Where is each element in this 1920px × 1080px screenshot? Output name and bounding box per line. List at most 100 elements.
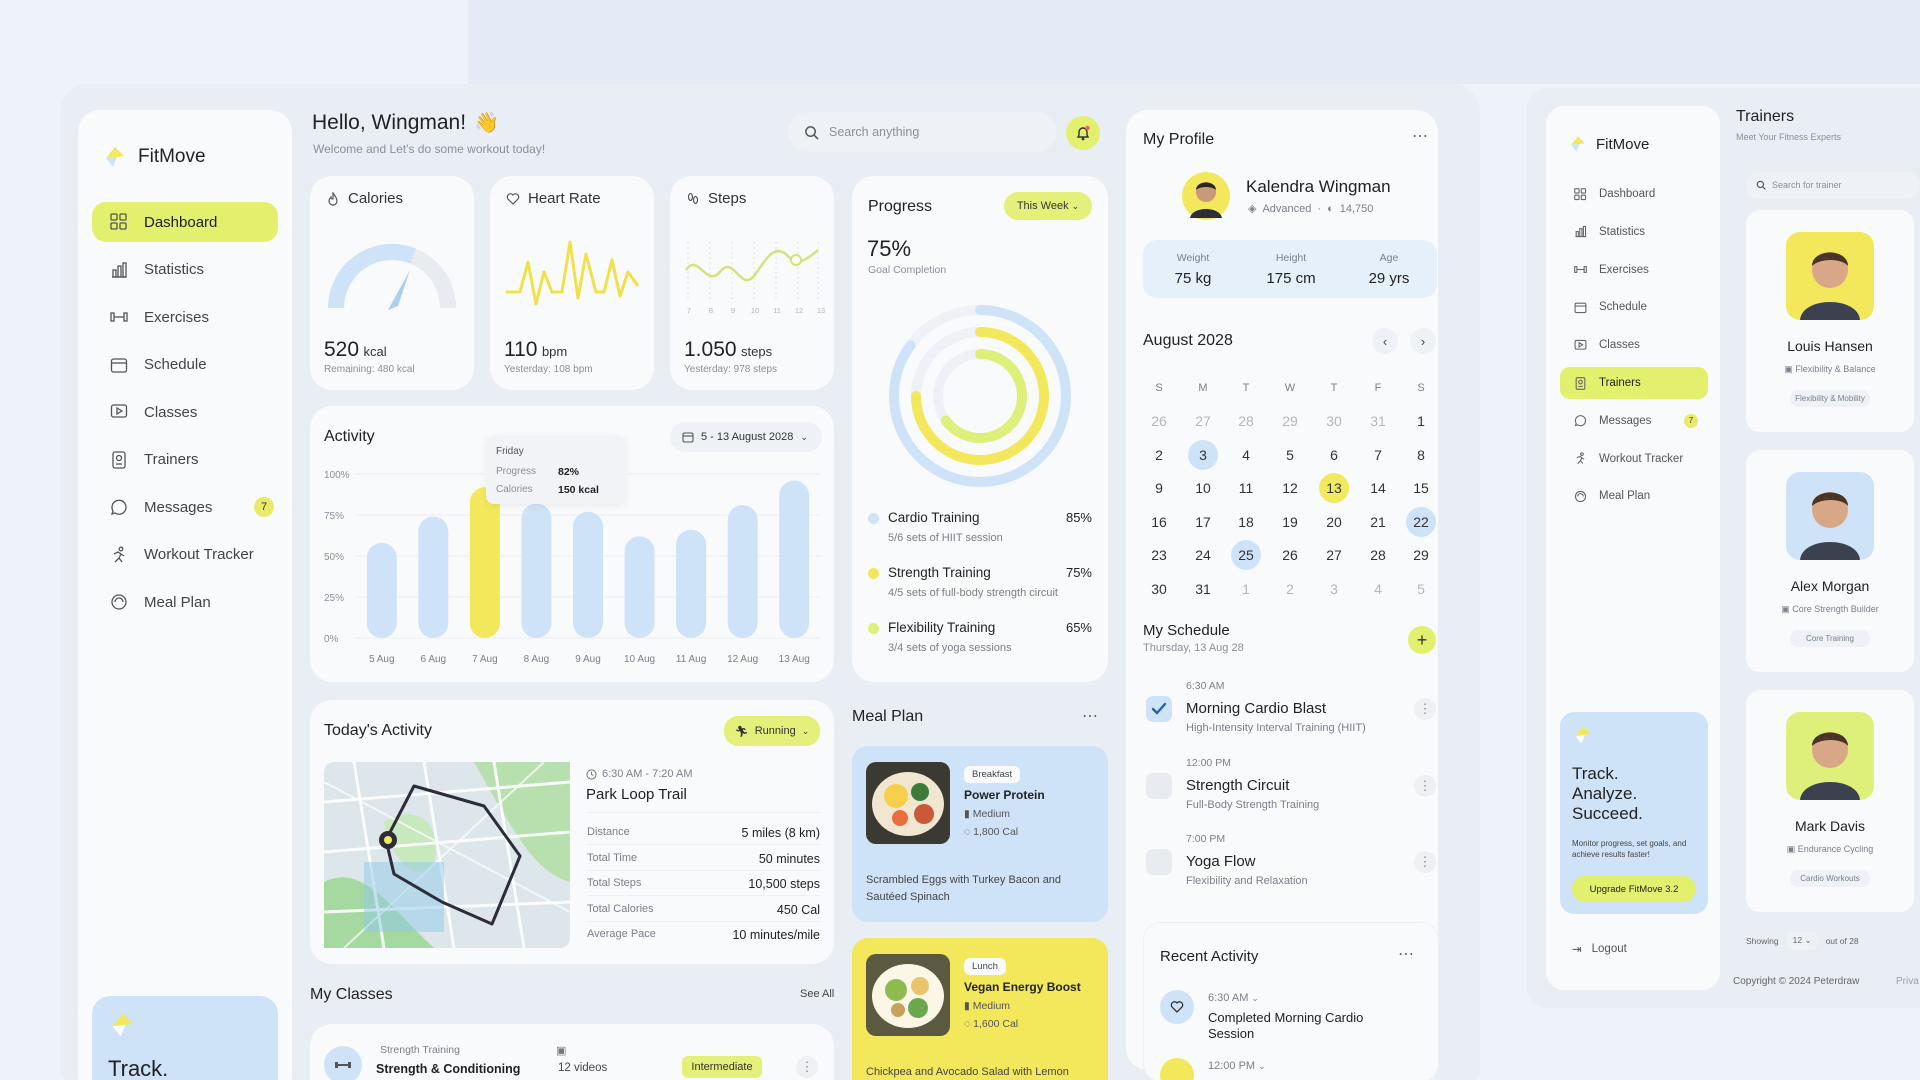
mini-sidebar-item-trainers[interactable]: Trainers (1560, 367, 1708, 399)
schedule-more-button[interactable]: ⋮ (1414, 774, 1436, 797)
trainer-search-input[interactable]: Search for trainer (1772, 180, 1842, 190)
sidebar-item-dashboard[interactable]: Dashboard (92, 202, 278, 242)
activity-bar[interactable] (418, 516, 449, 638)
schedule-more-button[interactable]: ⋮ (1414, 851, 1436, 873)
sidebar-item-exercises[interactable]: Exercises (92, 297, 278, 337)
sidebar-item-schedule[interactable]: Schedule (92, 345, 278, 385)
calendar-day[interactable]: 6 (1330, 446, 1338, 463)
calendar-day[interactable]: 30 (1326, 413, 1342, 429)
profile-avatar[interactable] (1182, 172, 1230, 220)
calendar-day[interactable]: 10 (1195, 480, 1211, 496)
activity-bar[interactable] (366, 542, 397, 638)
calendar-day[interactable]: 20 (1326, 513, 1342, 530)
calendar-day[interactable]: 3 (1330, 580, 1338, 597)
activity-bar[interactable] (727, 505, 758, 638)
calendar-day[interactable]: 28 (1238, 413, 1254, 429)
activity-bar[interactable] (469, 487, 500, 638)
calendar-day[interactable]: 27 (1326, 547, 1342, 563)
trainer-search[interactable]: Search for trainer (1746, 172, 1920, 198)
mini-brand-logo[interactable]: FitMove (1568, 134, 1649, 154)
calendar-day[interactable]: 2 (1155, 446, 1163, 463)
logout-button[interactable]: ⇥ Logout (1572, 943, 1627, 956)
route-map[interactable] (324, 762, 570, 948)
activity-bar[interactable] (779, 480, 810, 638)
calendar-day[interactable]: 12 (1282, 480, 1298, 496)
calendar-day[interactable]: 1 (1417, 413, 1425, 429)
calendar-day[interactable]: 26 (1282, 547, 1298, 563)
schedule-checkbox[interactable] (1146, 772, 1172, 799)
calendar-day[interactable]: 4 (1242, 446, 1250, 463)
calendar-day[interactable]: 19 (1282, 513, 1298, 530)
sidebar-item-workout-tracker[interactable]: Workout Tracker (92, 535, 278, 575)
calendar-day[interactable]: 5 (1417, 580, 1425, 597)
mini-sidebar-item-exercises[interactable]: Exercises (1560, 254, 1708, 286)
calendar-day[interactable]: 15 (1413, 480, 1429, 496)
trainer-card[interactable]: Mark Davis ▣ Endurance Cycling Cardio Work… (1746, 690, 1914, 912)
mini-sidebar-item-messages[interactable]: Messages 7 (1560, 405, 1708, 437)
calendar-day[interactable]: 13 (1319, 473, 1349, 503)
calendar-day[interactable]: 18 (1238, 513, 1254, 530)
upgrade-button[interactable]: Upgrade FitMove 3.2 (1572, 876, 1696, 902)
calendar-day[interactable]: 2 (1286, 580, 1294, 597)
sidebar-item-trainers[interactable]: Trainers (92, 440, 278, 480)
search-bar[interactable]: Search anything (788, 112, 1056, 152)
calendar-day[interactable]: 26 (1151, 413, 1167, 429)
calendar-day[interactable]: 29 (1413, 547, 1429, 563)
activity-bar[interactable] (624, 536, 655, 638)
steps-card[interactable] (670, 176, 834, 390)
calendar-day[interactable]: 22 (1406, 506, 1436, 537)
sidebar-item-statistics[interactable]: Statistics (92, 250, 278, 290)
meal-card-lunch[interactable]: Lunch Vegan Energy Boost ▮ Medium ◌ 1,60… (852, 938, 1108, 1080)
sidebar-item-messages[interactable]: Messages 7 (92, 487, 278, 527)
notification-button[interactable] (1066, 116, 1100, 150)
activity-bar[interactable] (573, 511, 603, 638)
calendar-day[interactable]: 5 (1286, 446, 1294, 463)
search-input[interactable]: Search anything (829, 125, 920, 139)
calendar-day[interactable]: 11 (1238, 480, 1254, 496)
trainer-card[interactable]: Louis Hansen ▣ Flexibility & Balance Flexi… (1746, 210, 1914, 432)
calendar-day[interactable]: 7 (1374, 446, 1382, 463)
mini-sidebar-item-schedule[interactable]: Schedule (1560, 291, 1708, 323)
profile-more-button[interactable]: ⋯ (1412, 128, 1428, 145)
calendar-day[interactable]: 31 (1195, 580, 1211, 597)
heart-rate-card[interactable] (490, 176, 654, 390)
calendar-day[interactable]: 16 (1151, 513, 1167, 530)
calendar-prev-button[interactable]: ‹ (1372, 328, 1398, 354)
calendar-day[interactable]: 29 (1282, 413, 1298, 429)
per-page-select[interactable]: 12 ⌄ (1786, 932, 1818, 949)
privacy-link[interactable]: Priva (1896, 976, 1919, 987)
calendar-day[interactable]: 28 (1370, 547, 1386, 563)
calendar-day[interactable]: 3 (1188, 439, 1218, 470)
calendar-day[interactable]: 25 (1231, 540, 1261, 570)
activity-bar[interactable] (676, 529, 707, 638)
mini-sidebar-item-dashboard[interactable]: Dashboard (1560, 178, 1708, 210)
calendar-next-button[interactable]: › (1410, 328, 1436, 354)
calendar-day[interactable]: 27 (1195, 413, 1211, 429)
calendar-day[interactable]: 17 (1195, 513, 1211, 530)
brand-logo[interactable]: FitMove (102, 144, 206, 170)
activity-bar[interactable] (521, 503, 552, 638)
activity-range-select[interactable]: 5 - 13 August 2028 ⌄ (670, 422, 822, 452)
calendar-day[interactable]: 8 (1417, 446, 1425, 463)
calendar-day[interactable]: 4 (1374, 580, 1382, 597)
mini-sidebar-item-workout-tracker[interactable]: Workout Tracker (1560, 443, 1708, 475)
sidebar-item-meal-plan[interactable]: Meal Plan (92, 582, 278, 622)
mini-sidebar-item-classes[interactable]: Classes (1560, 329, 1708, 361)
activity-type-select[interactable]: 🏃︎ Running ⌄ (724, 716, 820, 746)
calendar-day[interactable]: 1 (1242, 580, 1250, 597)
recent-more-button[interactable]: ⋯ (1398, 946, 1414, 963)
calendar-day[interactable]: 30 (1151, 580, 1167, 597)
schedule-checkbox[interactable] (1146, 696, 1172, 722)
calendar-day[interactable]: 21 (1370, 513, 1386, 530)
calendar-day[interactable]: 24 (1195, 547, 1211, 563)
calendar-day[interactable]: 9 (1155, 480, 1163, 496)
add-schedule-button[interactable]: + (1408, 626, 1436, 654)
class-more-button[interactable]: ⋮ (796, 1056, 818, 1078)
calendar-day[interactable]: 23 (1151, 547, 1167, 563)
mini-sidebar-item-statistics[interactable]: Statistics (1560, 216, 1708, 248)
see-all-link[interactable]: See All (800, 988, 835, 1000)
progress-range-select[interactable]: This Week ⌄ (1004, 192, 1092, 220)
meal-more-button[interactable]: ⋯ (1082, 708, 1098, 725)
schedule-checkbox[interactable] (1146, 849, 1172, 875)
calendar-day[interactable]: 14 (1370, 480, 1386, 496)
